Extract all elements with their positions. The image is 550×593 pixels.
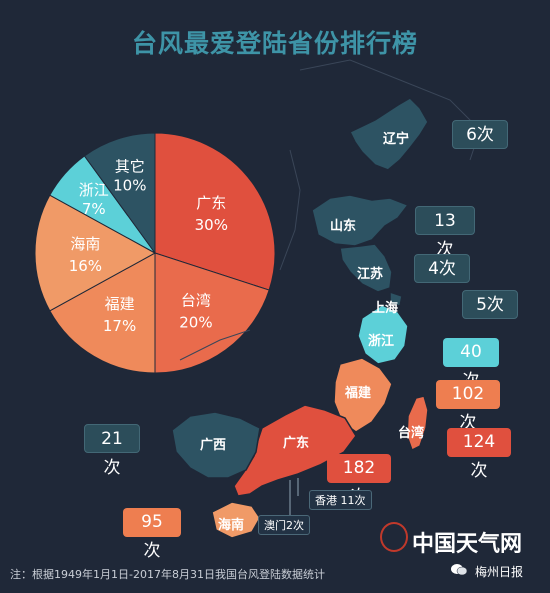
map-guangxi bbox=[171, 411, 261, 479]
pie-slice-value-0: 30% bbox=[195, 216, 228, 234]
pie-slice-value-5: 10% bbox=[113, 176, 146, 194]
badge-liaoning: 6次 bbox=[452, 120, 508, 149]
map-jiangsu bbox=[339, 243, 393, 293]
pie-slice-name-2: 福建 bbox=[105, 295, 135, 313]
pie-slice-2 bbox=[49, 252, 156, 374]
pie-slice-3 bbox=[34, 194, 157, 312]
badge-taiwan: 124次 bbox=[447, 428, 511, 481]
map-taiwan bbox=[406, 395, 429, 452]
map-liaoning bbox=[348, 97, 429, 171]
map-shanghai bbox=[389, 290, 403, 307]
badge-zhejiang: 40次 bbox=[443, 338, 499, 391]
badge-jiangsu: 4次 bbox=[414, 254, 470, 283]
label-guangdong: 广东 bbox=[283, 436, 310, 451]
pie-slice-value-2: 17% bbox=[103, 317, 136, 335]
label-jiangsu: 江苏 bbox=[357, 267, 384, 282]
label-hainan: 海南 bbox=[218, 518, 245, 533]
label-hongkong: 香港 11次 bbox=[309, 490, 372, 510]
source-name: 梅州日报 bbox=[475, 565, 524, 579]
pie-slice-value-1: 20% bbox=[179, 313, 212, 331]
badge-hainan: 95次 bbox=[123, 508, 181, 561]
label-fujian: 福建 bbox=[345, 386, 372, 401]
badge-shanghai: 5次 bbox=[462, 290, 518, 319]
map-fujian bbox=[333, 357, 393, 433]
pie-slice-value-4: 7% bbox=[82, 200, 106, 218]
label-shandong: 山东 bbox=[330, 219, 357, 234]
label-zhejiang: 浙江 bbox=[368, 334, 395, 349]
logo-text: 中国天气网 bbox=[412, 531, 523, 557]
weather-logo-icon bbox=[380, 522, 408, 552]
pie-slice-name-1: 台湾 bbox=[181, 291, 211, 309]
pie-slice-name-3: 海南 bbox=[70, 235, 100, 253]
map-zhejiang bbox=[357, 304, 409, 365]
page-title: 台风最爱登陆省份排行榜 bbox=[131, 29, 418, 58]
pie-slice-1 bbox=[154, 252, 270, 374]
pie-slice-name-4: 浙江 bbox=[79, 181, 109, 199]
footnote: 注：根据1949年1月1日-2017年8月31日我国台风登陆数据统计 bbox=[10, 568, 325, 581]
pie-slice-0 bbox=[154, 132, 276, 291]
pie-slice-5 bbox=[83, 132, 156, 255]
label-shanghai: 上海 bbox=[372, 301, 399, 316]
wechat-icon bbox=[451, 564, 468, 576]
label-macau: 澳门2次 bbox=[258, 515, 310, 535]
badge-shandong: 13次 bbox=[415, 206, 475, 260]
map-hainan bbox=[211, 501, 261, 539]
badge-guangdong: 182次 bbox=[327, 454, 391, 507]
pie-slice-name-0: 广东 bbox=[196, 194, 226, 212]
label-guangxi: 广西 bbox=[200, 438, 227, 453]
badge-fujian: 102次 bbox=[436, 380, 500, 433]
label-taiwan: 台湾 bbox=[398, 426, 425, 441]
pie-slice-name-5: 其它 bbox=[115, 157, 145, 175]
pie-slice-value-3: 16% bbox=[69, 257, 102, 275]
badge-guangxi: 21次 bbox=[84, 424, 140, 478]
label-liaoning: 辽宁 bbox=[383, 132, 410, 147]
map-shandong bbox=[311, 194, 410, 247]
